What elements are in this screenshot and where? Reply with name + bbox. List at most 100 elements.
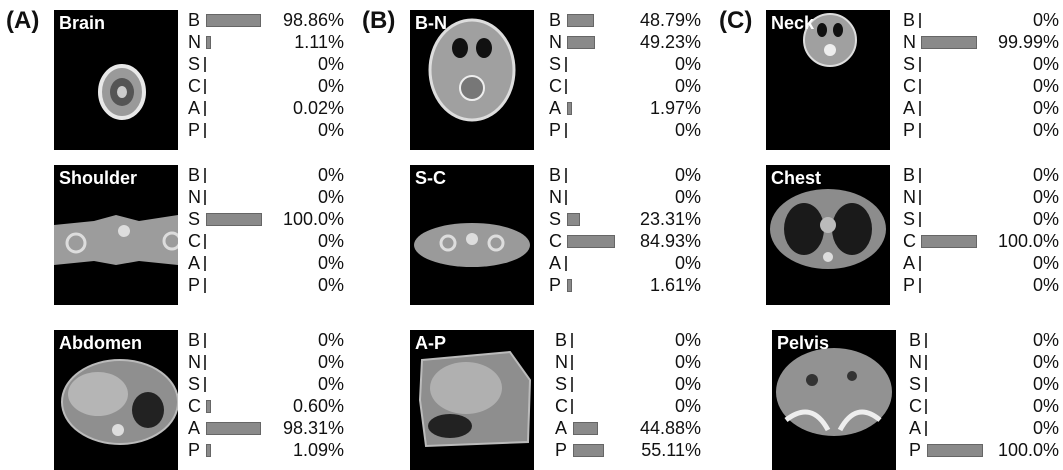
value-label: 98.86% [282, 10, 344, 30]
bar-row-P: P 100.0% [909, 440, 1059, 460]
bar-row-C: C 0.60% [188, 396, 344, 416]
value-label: 1.09% [292, 440, 344, 460]
category-label: C [909, 396, 922, 416]
category-label: S [188, 209, 201, 229]
category-label: B [549, 165, 562, 185]
value-label: 44.88% [639, 418, 701, 438]
bar [925, 421, 927, 436]
bar-row-P: P 55.11% [555, 440, 701, 460]
bar [567, 235, 615, 248]
value-label: 0% [1032, 374, 1059, 394]
ct-image-title: S-C [415, 168, 446, 188]
bar [919, 168, 921, 183]
bar [567, 102, 572, 115]
category-label: A [903, 253, 916, 273]
category-label: B [909, 330, 922, 350]
category-label: B [188, 10, 201, 30]
bar [565, 190, 567, 205]
ct-image: A-P [410, 330, 534, 470]
bar [204, 57, 206, 72]
category-label: A [549, 98, 562, 118]
value-label: 0% [1032, 187, 1059, 207]
ct-image-title: Chest [771, 168, 822, 188]
category-label: S [549, 54, 562, 74]
value-label: 0% [674, 396, 701, 416]
category-label: C [555, 396, 568, 416]
value-label: 100.0% [282, 209, 344, 229]
bar [204, 190, 206, 205]
value-label: 99.99% [997, 32, 1059, 52]
category-label: C [188, 396, 201, 416]
value-label: 0.02% [292, 98, 344, 118]
brain-scan-image [98, 64, 146, 120]
bar-row-B: B 48.79% [549, 10, 701, 30]
value-label: 0% [1032, 418, 1059, 438]
value-label: 0% [317, 54, 344, 74]
ct-image-title: Abdomen [59, 333, 142, 353]
bar-row-N: N 99.99% [903, 32, 1059, 52]
value-label: 0% [674, 352, 701, 372]
ct-image: Chest [766, 165, 890, 305]
value-label: 0% [1032, 352, 1059, 372]
bar [204, 168, 206, 183]
bar [204, 278, 206, 293]
probability-bars: B 0% N 0% S 0% C 0% A 0% P 100.0% [909, 330, 1059, 462]
category-label: N [903, 32, 916, 52]
category-label: C [188, 231, 201, 251]
bar-row-C: C 0% [188, 76, 344, 96]
bar [919, 212, 921, 227]
value-label: 0% [674, 165, 701, 185]
ct-image-title: A-P [415, 333, 446, 353]
value-label: 0% [674, 253, 701, 273]
category-label: N [555, 352, 568, 372]
bar [573, 422, 599, 435]
bar-row-N: N 0% [549, 187, 701, 207]
bar-row-B: B 98.86% [188, 10, 344, 30]
bar-row-B: B 0% [188, 330, 344, 350]
bar-row-P: P 0% [188, 275, 344, 295]
panel-group-label: (B) [362, 7, 396, 34]
bar-row-A: A 0% [903, 253, 1059, 273]
bar [571, 377, 573, 392]
bar-row-B: B 0% [903, 165, 1059, 185]
bar [571, 399, 573, 414]
value-label: 0% [674, 120, 701, 140]
value-label: 0% [317, 374, 344, 394]
chest-scan-image [770, 189, 886, 269]
bar-row-S: S 0% [549, 54, 701, 74]
shoulder-scan-image [54, 215, 178, 265]
bar [565, 57, 567, 72]
category-label: P [188, 120, 201, 140]
bar-row-A: A 1.97% [549, 98, 701, 118]
category-label: B [903, 165, 916, 185]
bar-row-P: P 0% [903, 120, 1059, 140]
bar [565, 123, 567, 138]
bar-row-B: B 0% [903, 10, 1059, 30]
bar-row-A: A 44.88% [555, 418, 701, 438]
category-label: P [188, 275, 201, 295]
bar [567, 36, 595, 49]
value-label: 0% [1032, 165, 1059, 185]
panel-group-label: (C) [719, 7, 753, 34]
value-label: 0% [317, 253, 344, 273]
probability-bars: B 0% N 0% S 23.31% C 84.93% A 0% P 1.61% [549, 165, 701, 297]
category-label: S [903, 54, 916, 74]
bar-row-C: C 0% [549, 76, 701, 96]
category-label: N [909, 352, 922, 372]
bar [204, 101, 206, 116]
category-label: N [903, 187, 916, 207]
category-label: P [903, 275, 916, 295]
bar-row-S: S 23.31% [549, 209, 701, 229]
bar-row-P: P 1.61% [549, 275, 701, 295]
value-label: 1.61% [649, 275, 701, 295]
value-label: 0% [317, 187, 344, 207]
bar-row-C: C 0% [188, 231, 344, 251]
value-label: 0.60% [292, 396, 344, 416]
bar [206, 36, 211, 49]
bar [204, 377, 206, 392]
category-label: C [188, 76, 201, 96]
category-label: P [909, 440, 922, 460]
ct-image: Pelvis [772, 330, 896, 470]
value-label: 0% [674, 54, 701, 74]
value-label: 100.0% [997, 231, 1059, 251]
